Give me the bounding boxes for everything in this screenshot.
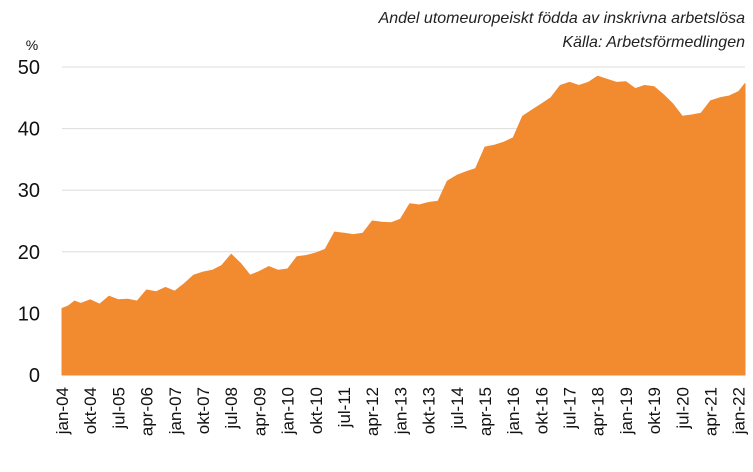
x-tick-label: apr-15 — [476, 387, 495, 436]
x-tick-label: apr-12 — [363, 387, 382, 436]
x-tick-label: jan-22 — [730, 387, 749, 435]
x-tick-label: okt-04 — [81, 387, 100, 434]
chart-title: Andel utomeuropeiskt födda av inskrivna … — [378, 10, 745, 27]
y-axis: 0 10 20 30 40 50 — [18, 57, 40, 387]
x-tick-label: apr-21 — [702, 387, 721, 436]
x-tick-label: jan-19 — [617, 387, 636, 435]
x-tick-label: okt-16 — [532, 387, 551, 434]
x-tick-label: okt-19 — [645, 387, 664, 434]
y-axis-unit: % — [26, 37, 38, 53]
x-tick-label: jan-13 — [391, 387, 410, 435]
x-tick-label: jul-08 — [222, 387, 241, 430]
x-tick-label: jan-07 — [166, 387, 185, 435]
area-layer — [61, 75, 746, 376]
x-tick-label: apr-06 — [138, 387, 157, 436]
x-tick-label: jul-11 — [335, 387, 354, 428]
y-tick-label: 0 — [29, 365, 40, 387]
x-tick-label: apr-18 — [589, 387, 608, 436]
x-tick-label: okt-07 — [194, 387, 213, 434]
x-tick-label: jan-04 — [53, 387, 72, 435]
x-tick-label: okt-10 — [307, 387, 326, 434]
x-tick-label: jul-20 — [673, 387, 692, 430]
x-tick-label: okt-13 — [420, 387, 439, 434]
x-tick-label: jul-17 — [561, 387, 580, 430]
x-tick-label: jan-10 — [279, 387, 298, 435]
x-axis: jan-04 okt-04 jul-05 apr-06 jan-07 okt-07 jul-… — [53, 387, 749, 436]
y-tick-label: 40 — [18, 119, 40, 141]
area-series — [61, 75, 746, 376]
x-tick-label: jul-05 — [109, 387, 128, 430]
y-tick-label: 10 — [18, 303, 40, 325]
y-tick-label: 20 — [18, 242, 40, 264]
x-tick-label: apr-09 — [250, 387, 269, 436]
chart-source: Källa: Arbetsförmedlingen — [562, 34, 745, 51]
x-tick-label: jul-14 — [448, 387, 467, 430]
x-tick-label: jan-16 — [504, 387, 523, 435]
y-tick-label: 30 — [18, 180, 40, 202]
y-tick-label: 50 — [18, 57, 40, 79]
